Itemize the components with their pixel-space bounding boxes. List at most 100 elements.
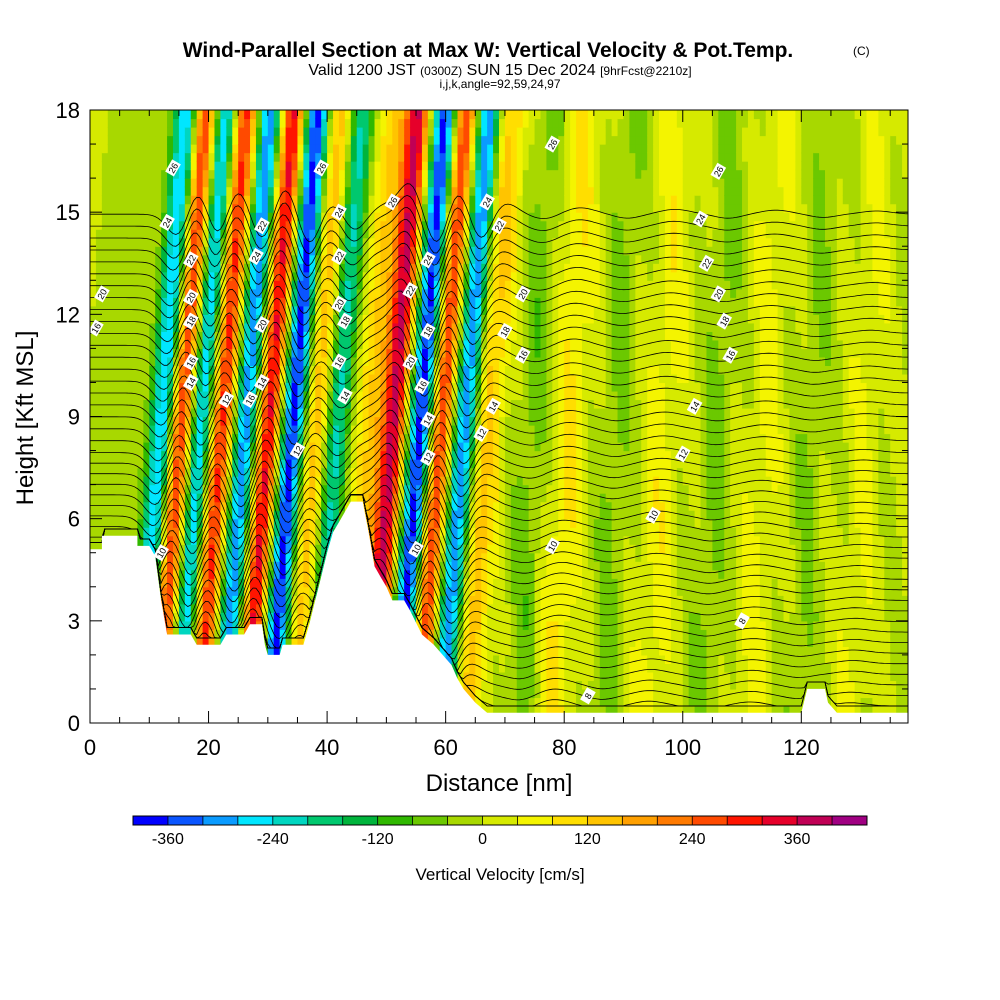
w-cell [232, 476, 239, 486]
w-cell [208, 595, 216, 605]
w-cell [439, 186, 447, 196]
w-cell [101, 195, 109, 205]
w-cell [226, 476, 233, 486]
w-cell [427, 442, 435, 452]
w-cell [380, 178, 387, 188]
w-cell [362, 450, 370, 460]
w-cell [143, 399, 150, 409]
vertical-velocity-field [90, 110, 908, 723]
w-cell [184, 339, 192, 349]
w-cell [167, 476, 174, 486]
w-cell [261, 144, 269, 154]
w-cell [433, 518, 441, 528]
w-cell [457, 127, 465, 137]
w-cell [143, 297, 150, 307]
w-cell [285, 467, 293, 477]
w-cell [90, 476, 97, 486]
w-cell [267, 484, 275, 494]
w-cell [439, 552, 447, 562]
w-cell [291, 390, 299, 401]
w-cell [119, 518, 127, 528]
w-cell [238, 254, 245, 264]
w-cell [143, 348, 150, 358]
w-cell [119, 178, 127, 188]
w-cell [220, 322, 227, 332]
w-cell [368, 459, 376, 469]
w-cell [167, 373, 174, 384]
w-cell [113, 407, 121, 418]
w-cell [255, 527, 263, 537]
w-cell [321, 339, 328, 349]
w-cell [362, 365, 370, 375]
w-cell [172, 152, 180, 162]
w-cell [273, 161, 281, 171]
w-cell [386, 314, 393, 324]
w-cell [226, 339, 233, 349]
w-cell [356, 433, 364, 443]
w-cell [261, 203, 269, 213]
w-cell [463, 127, 470, 137]
w-cell [493, 637, 500, 647]
w-cell [321, 501, 328, 511]
w-cell [410, 390, 417, 401]
w-cell [392, 501, 399, 511]
w-cell [220, 365, 227, 375]
w-cell [433, 459, 441, 469]
w-cell [196, 399, 204, 409]
w-cell [338, 271, 346, 281]
w-cell [167, 331, 174, 341]
w-cell [481, 654, 488, 664]
w-cell [167, 254, 174, 264]
w-cell [273, 476, 281, 486]
w-cell [362, 501, 370, 511]
w-cell [392, 450, 399, 460]
w-cell [481, 518, 488, 528]
w-cell [202, 220, 210, 230]
w-cell [267, 620, 275, 630]
w-cell [392, 425, 399, 435]
w-cell [463, 680, 470, 690]
w-cell [315, 127, 322, 137]
w-cell [356, 212, 364, 222]
w-cell [238, 629, 245, 639]
w-cell [291, 152, 299, 162]
w-cell [321, 484, 328, 494]
w-cell [309, 510, 316, 520]
w-cell [487, 595, 494, 605]
w-cell [107, 484, 115, 494]
w-cell [487, 348, 494, 358]
w-cell [416, 356, 423, 367]
w-cell [439, 476, 447, 486]
w-cell [232, 552, 239, 562]
w-cell [202, 442, 210, 452]
w-cell [190, 152, 198, 162]
w-cell [457, 339, 465, 349]
w-cell [125, 305, 133, 315]
w-cell [386, 271, 393, 281]
w-cell [297, 246, 304, 256]
w-cell [131, 527, 139, 537]
w-cell [309, 212, 316, 222]
w-cell [421, 144, 429, 154]
w-cell [469, 203, 476, 213]
w-cell [119, 510, 127, 520]
w-cell [493, 535, 500, 545]
w-cell [291, 246, 299, 256]
w-cell [261, 407, 269, 418]
w-cell [404, 399, 411, 409]
w-cell [439, 399, 447, 409]
w-cell [196, 237, 204, 247]
w-cell [125, 339, 133, 349]
w-cell [374, 356, 382, 367]
w-cell [90, 229, 97, 239]
section-params: i,j,k,angle=92,59,24,97 [439, 77, 560, 91]
w-cell [161, 578, 168, 588]
w-cell [321, 195, 328, 205]
w-cell [433, 212, 441, 222]
w-cell [250, 331, 257, 341]
w-cell [410, 178, 417, 188]
w-cell [303, 603, 310, 613]
w-cell [481, 595, 488, 605]
w-cell [101, 169, 109, 179]
w-cell [338, 407, 346, 418]
